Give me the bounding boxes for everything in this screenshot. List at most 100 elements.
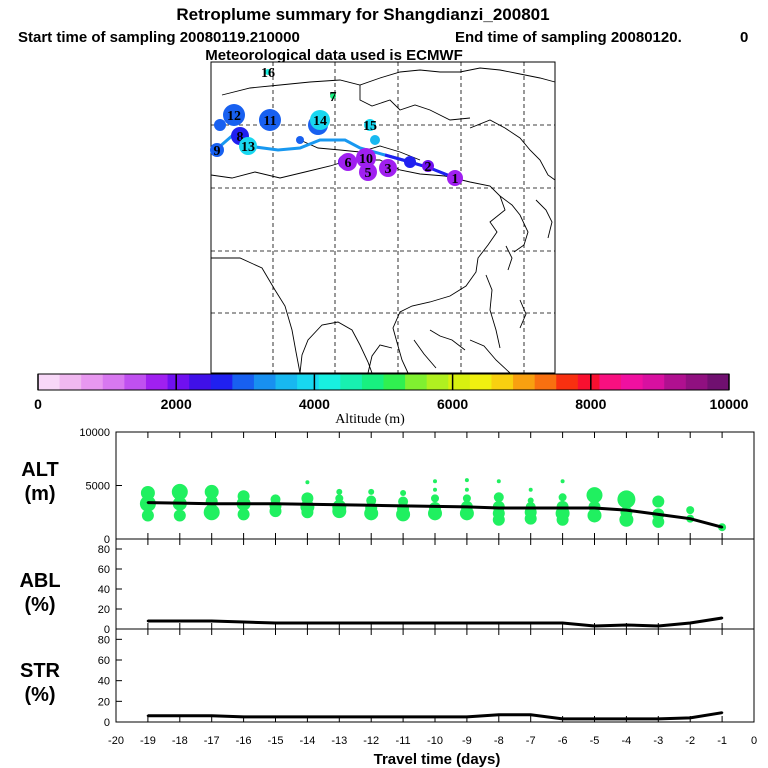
scatter-point [368, 488, 375, 495]
x-tick-label: -12 [363, 735, 379, 747]
trajectory-particle-marker [370, 135, 380, 145]
series-point [625, 508, 628, 512]
series-point [465, 621, 469, 625]
panel-str-frame [115, 628, 755, 723]
y-tick-label: 60 [98, 564, 110, 576]
scatter-point [527, 497, 534, 504]
scatter-point [204, 484, 219, 499]
series-point [657, 513, 660, 516]
series-point [593, 624, 596, 628]
series-point [306, 503, 309, 506]
trajectory-particle-marker [214, 119, 226, 131]
colorbar-swatch [556, 374, 579, 390]
series-point [370, 715, 373, 719]
x-tick-label: -14 [299, 735, 315, 747]
scatter-point [332, 504, 347, 519]
series-point [242, 620, 245, 624]
x-tick-label: -2 [685, 735, 695, 747]
scatter-point [556, 513, 569, 526]
series-point [242, 502, 245, 505]
scatter-point [433, 487, 437, 492]
trajectory-day-markers: 12345678910111213141516 [210, 66, 463, 187]
scatter-point [433, 479, 437, 484]
y-tick-label: 0 [104, 624, 110, 636]
x-tick-label: -7 [526, 735, 536, 747]
scatter-point [652, 495, 665, 508]
colorbar-swatch [361, 374, 384, 390]
series-point [401, 715, 405, 719]
scatter-point [396, 507, 411, 522]
scatter-point [171, 483, 188, 500]
series-point [689, 517, 692, 520]
scatter-point [464, 487, 469, 492]
trajectory-day-3-marker [379, 159, 397, 177]
x-tick-label: -16 [236, 735, 252, 747]
scatter-point [617, 490, 636, 509]
series-point [338, 715, 341, 719]
y-tick-label: 20 [98, 696, 110, 708]
colorbar-tick-label: 4000 [299, 396, 330, 412]
trajectory-day-16-marker [265, 69, 271, 75]
scatter-point [462, 494, 471, 503]
colorbar-swatch [534, 374, 557, 390]
colorbar-swatch [275, 374, 298, 390]
series-point [210, 619, 213, 623]
y-tick-label: 80 [98, 634, 110, 646]
scatter-point [364, 506, 379, 521]
scatter-point [305, 480, 310, 485]
x-axis-label: Travel time (days) [374, 751, 501, 768]
y-tick-label: 0 [104, 534, 110, 546]
altitude-colorbar: 0 2000 4000 6000 8000 10000 [34, 373, 749, 412]
series-point [274, 715, 277, 719]
scatter-point [464, 478, 469, 483]
trajectory-day-3-label: 3 [385, 162, 392, 177]
scatter-point [586, 487, 603, 504]
panel-abl-unit: (%) [24, 594, 55, 616]
colorbar-swatch [297, 374, 320, 390]
colorbar-swatch [513, 374, 536, 390]
series-point [210, 714, 213, 717]
trajectory-day-1-label: 1 [452, 172, 459, 187]
map-coastlines [210, 67, 556, 374]
series-point [338, 503, 341, 506]
series-point [497, 621, 500, 625]
x-tick-label: -20 [108, 735, 124, 747]
colorbar-swatch [81, 374, 104, 390]
series-point [720, 711, 724, 714]
series-point [210, 502, 213, 505]
colorbar-swatch [145, 374, 169, 390]
x-tick-label: -9 [462, 735, 472, 747]
scatter-point [203, 504, 220, 521]
series-point [561, 621, 564, 625]
series-point [689, 716, 692, 720]
scatter-point [496, 479, 501, 484]
colorbar-swatch [124, 374, 147, 390]
x-tick-label: -17 [204, 735, 220, 747]
trajectory-map: 12345678910111213141516 [210, 61, 556, 374]
scatter-point [459, 506, 474, 521]
series-point [338, 621, 341, 625]
trajectory-day-15-marker [364, 119, 376, 131]
colorbar-swatch [448, 374, 471, 390]
scatter-point [492, 513, 505, 526]
series-point [370, 621, 373, 625]
trajectory-day-8-label: 8 [237, 130, 244, 145]
trajectory-day-15-label: 15 [363, 119, 377, 134]
trajectory-day-9-marker [210, 143, 224, 157]
panel-str-unit: (%) [24, 684, 55, 706]
series-point [529, 621, 532, 625]
panel-alt-unit: (m) [24, 483, 55, 505]
colorbar-swatch [405, 374, 428, 390]
series-point [433, 505, 437, 508]
scatter-point [652, 515, 665, 528]
colorbar-swatch [340, 374, 363, 390]
trajectory-day-13-marker [239, 137, 257, 155]
colorbar-swatch [189, 374, 212, 390]
scatter-point [524, 512, 537, 525]
panel-str-label: STR [20, 660, 61, 682]
scatter-point [141, 509, 154, 522]
y-tick-label: 0 [104, 717, 110, 729]
x-tick-label: -10 [427, 735, 443, 747]
trajectory-day-11-marker [259, 109, 281, 131]
colorbar-swatch [577, 374, 600, 390]
